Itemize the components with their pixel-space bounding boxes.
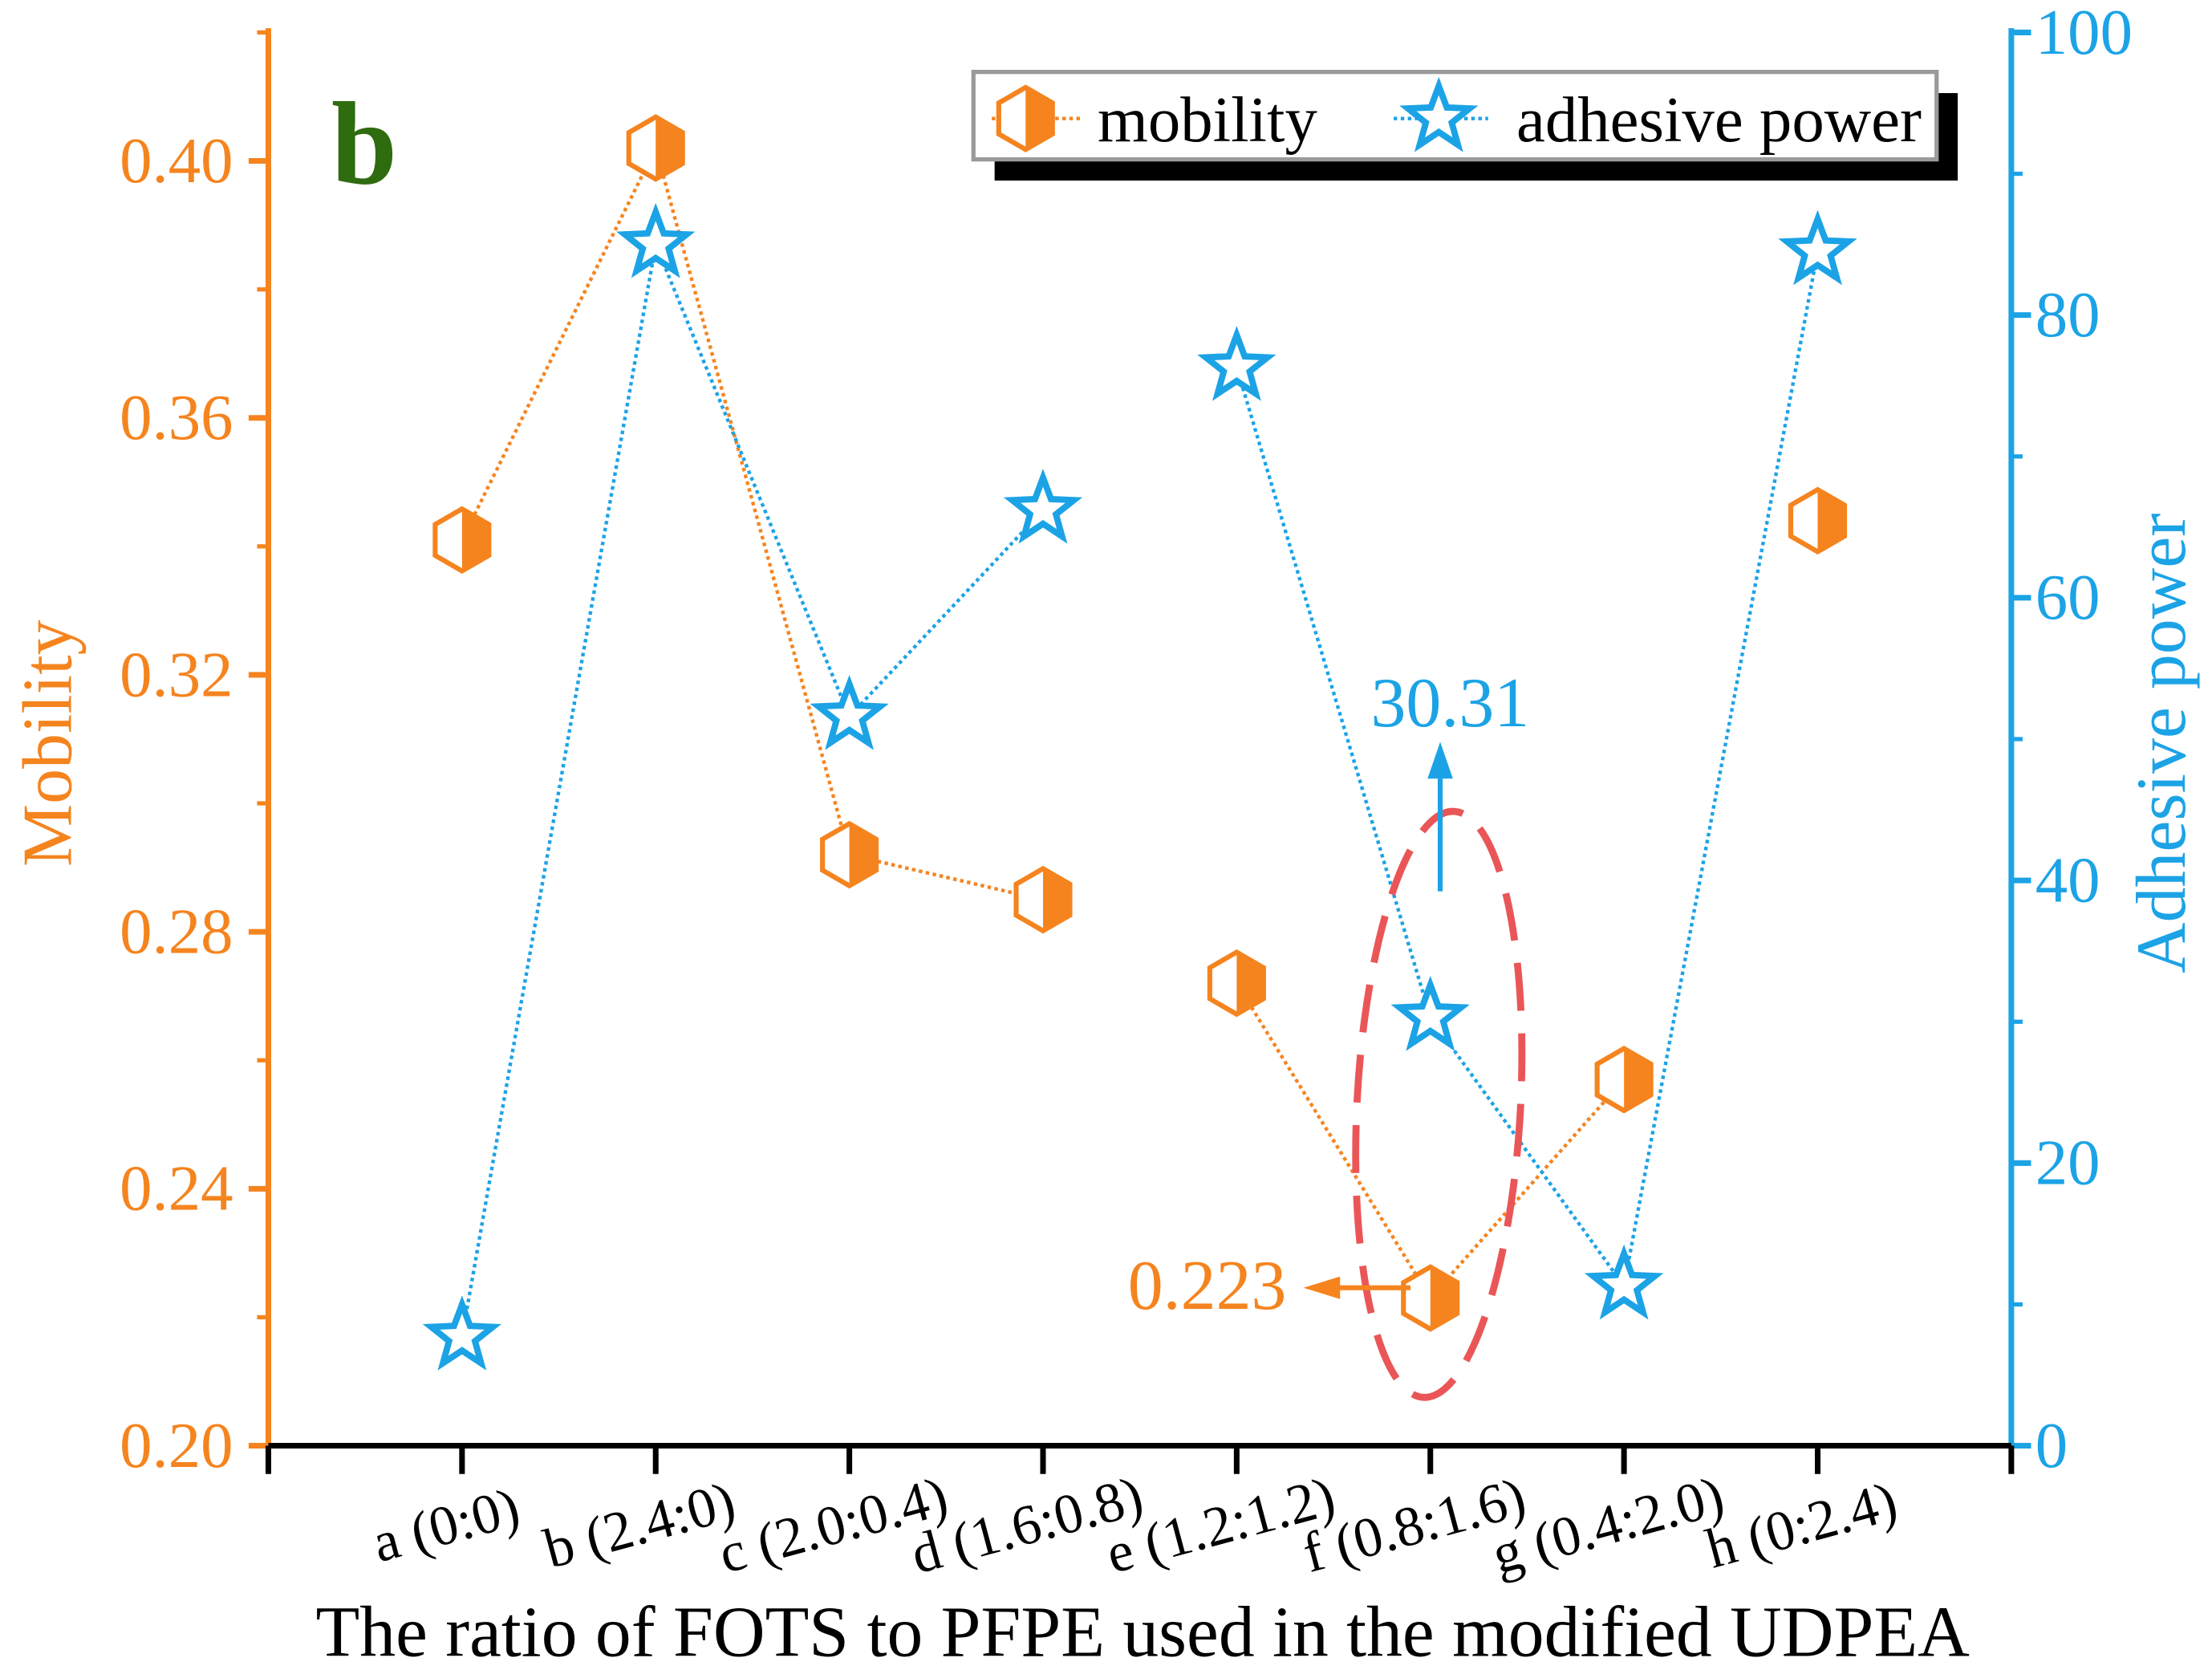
legend-entry-mobility: mobility bbox=[992, 84, 1317, 156]
x-axis-title: The ratio of FOTS to PFPE used in the mo… bbox=[316, 1592, 1971, 1670]
y-left-tick-label: 0.36 bbox=[120, 382, 233, 453]
adhesive-power-marker bbox=[1003, 468, 1083, 544]
marker-outline bbox=[432, 506, 492, 575]
legend-entry-adhesive-power: adhesive power bbox=[1394, 76, 1922, 156]
marker-fill-half bbox=[655, 116, 683, 180]
marker-fill-half bbox=[461, 509, 489, 571]
y-right-axis-title: Adhesive power bbox=[2123, 514, 2201, 973]
marker-fill-half bbox=[1430, 1266, 1458, 1330]
marker-outline bbox=[626, 114, 685, 182]
mobility-marker bbox=[1594, 1046, 1654, 1114]
y-right-tick-label: 40 bbox=[2035, 844, 2100, 916]
highlight-dashed-ellipse bbox=[1352, 807, 1526, 1401]
mobility-marker bbox=[626, 114, 685, 182]
y-right-tick-label: 0 bbox=[2035, 1410, 2068, 1481]
marker-fill-half bbox=[849, 823, 877, 886]
marker-outline bbox=[820, 820, 879, 889]
adhesive-power-line-segment bbox=[1235, 250, 1820, 1291]
marker-outline bbox=[1013, 865, 1073, 934]
marker-fill-half bbox=[1624, 1048, 1651, 1111]
mobility-marker bbox=[1207, 949, 1266, 1018]
panel-label: b bbox=[331, 77, 397, 209]
annotation-arrow-head bbox=[1303, 1276, 1341, 1299]
adhesive-power-marker bbox=[810, 675, 889, 750]
y-left-tick-label: 0.40 bbox=[120, 125, 233, 197]
marker-fill-half bbox=[1236, 952, 1264, 1014]
mobility-marker bbox=[1401, 1264, 1460, 1332]
marker-fill-half bbox=[1042, 868, 1070, 931]
marker-fill-half bbox=[1025, 87, 1053, 150]
annotation-mobility: 0.223 bbox=[1128, 1247, 1411, 1325]
mobility-marker bbox=[432, 506, 492, 575]
marker-outline bbox=[996, 84, 1055, 152]
marker-outline bbox=[1788, 486, 1848, 555]
annotation-label-mobility: 0.223 bbox=[1128, 1247, 1287, 1325]
axes bbox=[248, 28, 2031, 1474]
annotation-arrow-head bbox=[1427, 742, 1453, 779]
adhesive-power-marker bbox=[1390, 976, 1470, 1051]
mobility-marker bbox=[1788, 486, 1848, 555]
adhesive-power-marker bbox=[616, 202, 696, 278]
legend-label-mobility: mobility bbox=[1098, 84, 1318, 156]
marker-fill-half bbox=[1817, 490, 1845, 552]
adhesive-power-marker bbox=[422, 1295, 502, 1371]
y-left-tick-label: 0.20 bbox=[120, 1410, 233, 1481]
y-left-tick-label: 0.24 bbox=[120, 1153, 233, 1225]
y-right-tick-label: 80 bbox=[2035, 279, 2100, 351]
mobility-marker bbox=[1013, 865, 1073, 934]
marker-outline bbox=[1401, 1264, 1460, 1332]
annotation-label-adhesive-power: 30.31 bbox=[1370, 664, 1529, 742]
y-left-tick-label: 0.32 bbox=[120, 639, 233, 710]
y-right-tick-label: 20 bbox=[2035, 1128, 2100, 1199]
legend: mobility adhesive power bbox=[971, 70, 1958, 181]
y-left-tick-label: 0.28 bbox=[120, 896, 233, 967]
marker-outline bbox=[1207, 949, 1266, 1018]
y-left-axis-title: Mobility bbox=[9, 620, 87, 867]
adhesive-power-marker bbox=[1197, 326, 1276, 401]
adhesive-power-line-segment bbox=[460, 238, 1045, 1338]
legend-marker-adhesive-power bbox=[1399, 76, 1479, 152]
mobility-marker bbox=[820, 820, 879, 889]
marker-outline bbox=[1594, 1046, 1654, 1114]
legend-label-adhesive-power: adhesive power bbox=[1516, 84, 1922, 156]
series-markers bbox=[422, 114, 1857, 1371]
adhesive-power-marker bbox=[1584, 1244, 1664, 1320]
legend-marker-mobility bbox=[996, 84, 1055, 152]
annotation-adhesive-power: 30.31 bbox=[1370, 664, 1529, 892]
adhesive-power-marker bbox=[1778, 209, 1857, 286]
y-right-tick-label: 100 bbox=[2035, 0, 2133, 68]
y-right-tick-label: 60 bbox=[2035, 562, 2100, 633]
